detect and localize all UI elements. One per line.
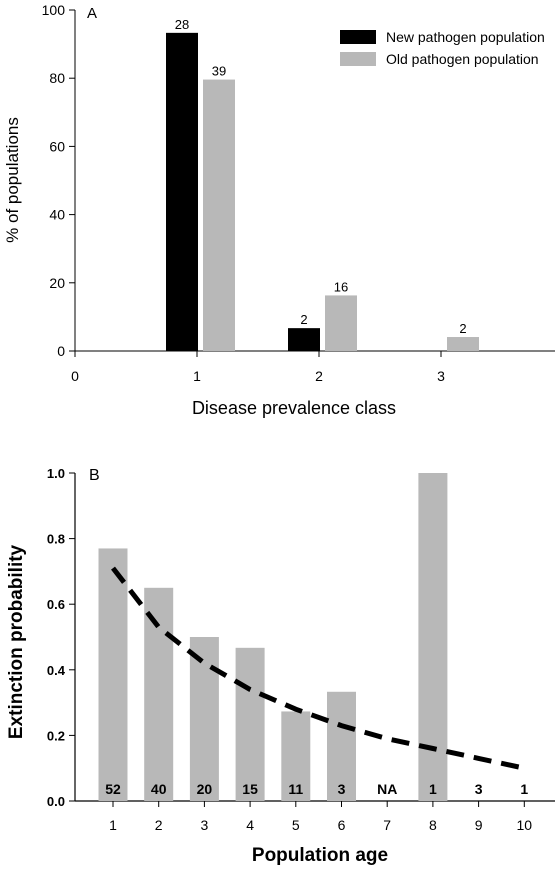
bar (288, 328, 320, 351)
legend-swatch (340, 30, 376, 44)
x-tick-label: 4 (246, 817, 254, 833)
data-label: 28 (175, 17, 189, 32)
x-tick-label: 3 (437, 368, 445, 384)
y-tick-label: 80 (49, 70, 65, 86)
y-axis-title: Extinction probability (6, 544, 27, 739)
x-tick-label: 1 (109, 817, 117, 833)
chart-a: A Disease prevalence class % of populati… (3, 2, 555, 418)
count-label: 20 (197, 781, 213, 797)
panel-label-b: B (89, 467, 100, 484)
count-label: 11 (288, 781, 303, 797)
fit-line (111, 566, 525, 771)
x-tick-label: 2 (155, 817, 163, 833)
count-label: 3 (475, 781, 483, 797)
count-label: 3 (338, 781, 346, 797)
data-label: 16 (334, 279, 348, 294)
y-tick-label: 40 (49, 207, 65, 223)
legend-label: New pathogen population (386, 29, 545, 45)
y-tick-label: 0.0 (47, 794, 65, 809)
y-tick-label: 60 (49, 138, 65, 154)
y-tick-label: 100 (42, 2, 66, 18)
x-tick-label: 6 (338, 817, 346, 833)
x-axis-title: Population age (252, 845, 388, 866)
count-label: 1 (429, 781, 437, 797)
count-label: 15 (242, 781, 258, 797)
bar (325, 295, 357, 351)
fit-curve (111, 566, 525, 771)
chart-b: B Population age Extinction probability … (6, 466, 555, 866)
bar (166, 32, 198, 352)
data-label: 2 (300, 312, 307, 327)
x-tick-label: 1 (193, 368, 201, 384)
axes: 0 20 40 60 80 100 0 1 2 3 (42, 2, 555, 384)
count-label: NA (377, 781, 397, 797)
y-tick-label: 0 (57, 343, 65, 359)
legend-label: Old pathogen population (386, 51, 539, 67)
count-label: 40 (151, 781, 167, 797)
panel-label-a: A (87, 5, 97, 22)
x-tick-label: 7 (383, 817, 391, 833)
bar (203, 79, 235, 352)
x-tick-label: 2 (315, 368, 323, 384)
count-label: 1 (520, 781, 528, 797)
y-tick-label: 20 (49, 275, 65, 291)
y-axis-title: % of populations (3, 117, 22, 243)
bars (98, 473, 448, 801)
bars: 28 39 2 16 2 (166, 17, 479, 352)
x-tick-label: 5 (292, 817, 300, 833)
data-label: 39 (212, 64, 226, 79)
y-tick-label: 0.6 (47, 597, 65, 612)
count-labels: 52 40 20 15 11 3 NA 1 3 1 (105, 781, 528, 797)
y-tick-label: 0.8 (47, 532, 65, 547)
bar (447, 337, 479, 351)
bar (98, 548, 128, 801)
data-label: 2 (459, 321, 466, 336)
count-label: 52 (105, 781, 121, 797)
bar (281, 711, 311, 801)
y-tick-label: 0.4 (47, 663, 66, 678)
bar (144, 587, 174, 801)
x-tick-label: 8 (429, 817, 437, 833)
y-tick-label: 1.0 (47, 466, 65, 481)
bar (189, 637, 219, 801)
x-axis-title: Disease prevalence class (192, 398, 396, 418)
x-tick-label: 10 (517, 817, 533, 833)
x-tick-label: 3 (201, 817, 209, 833)
bar (327, 691, 356, 801)
x-tick-label: 0 (71, 368, 79, 384)
x-tick-label: 9 (475, 817, 483, 833)
legend-swatch (340, 52, 376, 66)
bar (235, 647, 265, 801)
y-tick-label: 0.2 (47, 728, 65, 743)
bar (418, 473, 448, 801)
legend: New pathogen population Old pathogen popu… (340, 29, 545, 67)
